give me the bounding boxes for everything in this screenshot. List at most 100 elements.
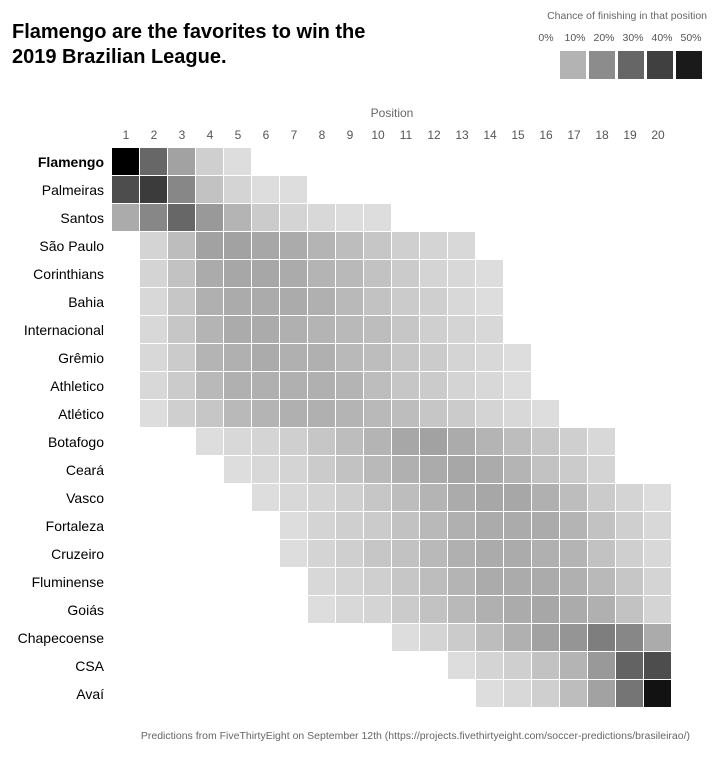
y-tick-label: Atlético [58,406,104,422]
heatmap-cell [392,624,419,651]
x-tick-label: 5 [235,128,242,142]
heatmap-cell [168,316,195,343]
heatmap-cell [140,344,167,371]
heatmap-cell [504,624,531,651]
heatmap-cell [196,232,223,259]
legend-labels: 0% 10% 20% 30% 40% 50% [532,32,707,46]
heatmap-cell [588,428,615,455]
heatmap-cell [588,680,615,707]
heatmap-cell [588,484,615,511]
legend-swatch [560,51,588,79]
heatmap-cell [224,400,251,427]
legend-swatch [589,51,617,79]
heatmap-cell [420,316,447,343]
heatmap-cell [560,428,587,455]
x-tick-label: 1 [123,128,130,142]
heatmap-cell [308,372,335,399]
legend-label: 10% [564,32,586,44]
heatmap-cell [168,400,195,427]
heatmap-cell [252,204,279,231]
heatmap-cell [224,148,251,175]
heatmap-cell [196,344,223,371]
heatmap-cell [252,400,279,427]
heatmap-cell [420,568,447,595]
x-tick-label: 6 [263,128,270,142]
heatmap-cell [448,372,475,399]
heatmap-cell [196,176,223,203]
x-tick-label: 15 [511,128,525,142]
heatmap-cell [392,400,419,427]
heatmap-cell [364,484,391,511]
x-tick-label: 10 [371,128,385,142]
heatmap-cell [644,512,671,539]
heatmap-cell [308,456,335,483]
y-tick-label: Palmeiras [42,182,104,198]
heatmap-cell [448,316,475,343]
heatmap-cell [168,204,195,231]
heatmap-cell [448,512,475,539]
heatmap-cell [644,540,671,567]
heatmap-cell [532,652,559,679]
heatmap-cell [476,540,503,567]
heatmap-cell [364,540,391,567]
y-tick-label: Corinthians [33,266,104,282]
heatmap-cell [616,680,643,707]
heatmap-cell [616,624,643,651]
heatmap-cell [308,540,335,567]
heatmap-cell [616,512,643,539]
heatmap-cell [644,680,671,707]
heatmap-cell [588,568,615,595]
heatmap-cell [560,540,587,567]
heatmap-cell [168,176,195,203]
heatmap-cell [196,260,223,287]
heatmap-cell [448,456,475,483]
heatmap-cell [616,484,643,511]
heatmap-cell [560,568,587,595]
heatmap-cell [588,624,615,651]
legend-label: 30% [622,32,644,44]
y-tick-label: Vasco [66,490,104,506]
heatmap-cell [224,176,251,203]
y-tick-label: Goiás [67,602,104,618]
x-tick-label: 17 [567,128,581,142]
y-tick-label: Avaí [76,686,104,702]
heatmap-cell [588,652,615,679]
heatmap-cell [392,372,419,399]
heatmap-cell [308,288,335,315]
heatmap-cell [308,344,335,371]
heatmap-cell [336,288,363,315]
heatmap-cell [644,596,671,623]
heatmap-cell [504,540,531,567]
heatmap-cell [224,316,251,343]
heatmap-cell [280,400,307,427]
heatmap-cell [308,484,335,511]
heatmap-cell [448,568,475,595]
heatmap-cell [476,260,503,287]
legend-title: Chance of finishing in that position [547,10,707,22]
heatmap-cell [364,260,391,287]
y-tick-label: Internacional [24,322,104,338]
heatmap-cell [560,624,587,651]
heatmap-cell [280,372,307,399]
heatmap-cell [392,540,419,567]
heatmap-cell [364,288,391,315]
heatmap-cell [476,596,503,623]
y-tick-label: Fluminense [32,574,105,590]
heatmap-cell [140,260,167,287]
heatmap-cell [532,596,559,623]
x-tick-label: 13 [455,128,469,142]
heatmap-cell [476,624,503,651]
heatmap-cell [392,568,419,595]
heatmap-cell [392,512,419,539]
heatmap-cell [252,456,279,483]
heatmap-cell [616,652,643,679]
heatmap-cell [196,204,223,231]
heatmap-cell [420,288,447,315]
heatmap-cell [336,372,363,399]
heatmap-cell [504,400,531,427]
heatmap-cell [280,484,307,511]
heatmap-cell [504,428,531,455]
legend-swatch [618,51,646,79]
heatmap-cell [448,428,475,455]
